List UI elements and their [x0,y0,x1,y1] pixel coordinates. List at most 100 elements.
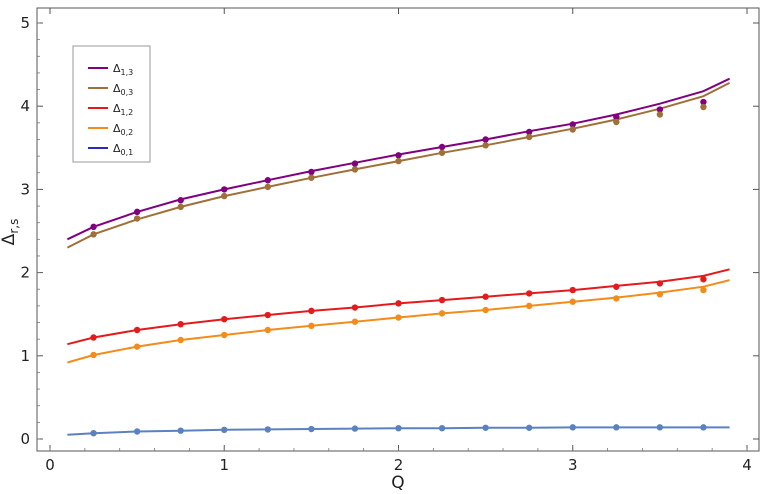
data-point [221,331,228,339]
data-point [438,424,446,432]
data-point [482,306,489,314]
series-lines [66,77,731,436]
data-point [133,208,141,216]
data-point [90,351,97,359]
data-point [613,295,620,302]
legend-label: Δ0,3 [113,82,133,97]
data-point [482,142,489,149]
legend-label-sub: 0,1 [121,148,134,157]
data-point [90,223,97,231]
x-tick-label: 1 [219,456,229,474]
series-line-0-2 [67,279,730,364]
data-point [395,300,402,307]
legend-label-base: Δ [113,142,121,155]
data-point [221,192,228,200]
data-point [700,286,707,294]
data-point [395,314,402,321]
data-point [351,304,359,311]
y-tick-label: 5 [20,14,30,32]
data-point [656,280,664,287]
data-point [308,174,315,181]
data-point [221,426,228,434]
x-tick-label: 4 [742,456,752,474]
x-axis-title: Q [391,473,404,493]
y-tick-label: 0 [20,430,30,448]
legend-label-base: Δ [113,102,121,115]
data-point [308,425,315,433]
data-point [351,425,359,432]
y-tick-label: 3 [20,180,30,198]
y-tick-label: 2 [20,264,30,282]
data-point [133,343,141,350]
legend: Δ1,3Δ0,3Δ1,2Δ0,2Δ0,1 [72,45,151,163]
legend-box [72,45,151,163]
data-point [177,336,184,344]
data-point [177,320,184,328]
data-point [569,286,576,294]
data-point [700,98,707,106]
data-point [613,113,620,121]
data-point [177,197,184,204]
data-point [177,203,184,211]
data-point [351,166,359,173]
data-point [133,428,141,435]
data-point [613,424,620,431]
data-point [438,143,446,151]
data-point [90,334,97,341]
data-point [613,118,620,126]
legend-label-sub: 1,3 [121,68,134,77]
data-point [308,322,315,330]
data-point [613,283,620,290]
data-point [656,291,664,298]
data-point [264,183,272,191]
legend-label-sub: 0,2 [121,128,134,137]
x-tick-label: 2 [394,456,404,474]
y-axis-title: Δr,s [0,219,21,246]
data-point [656,111,664,118]
data-point [395,152,402,159]
data-point [395,424,402,432]
data-point [700,103,707,111]
data-point [264,311,272,319]
data-point [525,133,533,141]
data-point [525,290,533,297]
data-point [308,307,315,315]
data-point [482,424,489,431]
data-point [525,424,533,431]
data-point [351,318,359,325]
data-point [700,276,707,283]
data-point [438,296,446,304]
data-point [700,424,707,431]
series-points [90,98,707,437]
legend-label: Δ1,2 [113,102,133,117]
legend-label-base: Δ [113,82,121,95]
data-point [264,177,272,184]
data-point [177,427,184,434]
data-point [308,168,315,176]
data-point [569,298,576,305]
data-point [569,121,576,128]
data-point [221,315,228,323]
data-point [438,149,446,156]
data-point [264,326,272,334]
series-line-1-2 [67,268,730,346]
data-point [482,136,489,143]
data-point [569,424,576,431]
legend-label: Δ0,2 [113,122,133,137]
data-point [656,106,664,113]
data-point [525,128,533,136]
data-point [133,326,141,334]
data-point [482,293,489,300]
data-point [90,429,97,437]
data-point [351,160,359,167]
data-point [395,157,402,165]
x-tick-label: 3 [568,456,578,474]
data-point [656,424,664,431]
legend-label-base: Δ [113,62,121,75]
data-point [438,310,446,317]
series-line-0-3 [66,82,731,249]
y-axis-title-base: Δ [0,233,19,245]
y-tick-label: 4 [20,97,30,115]
y-axis-title-sub: r,s [7,219,21,234]
